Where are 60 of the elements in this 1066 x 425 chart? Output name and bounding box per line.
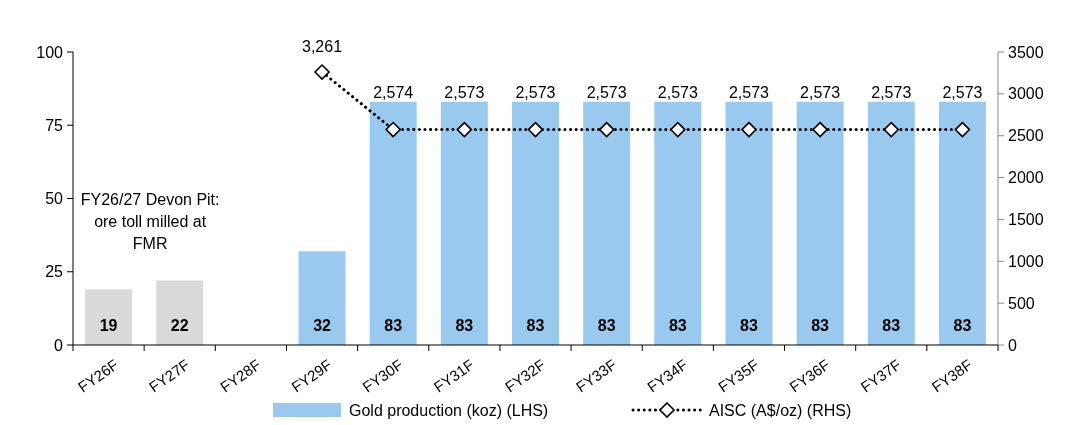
legend-label: Gold production (koz) (LHS) bbox=[349, 401, 549, 419]
bar bbox=[654, 101, 702, 345]
bar bbox=[725, 101, 773, 345]
y-tick-label: 25 bbox=[45, 263, 64, 281]
data-label: 2,573 bbox=[657, 84, 698, 101]
bar bbox=[512, 101, 559, 345]
annotation: FY26/27 Devon Pit: ore toll milled at FMR bbox=[80, 190, 220, 252]
bar bbox=[85, 289, 133, 345]
data-label: 83 bbox=[455, 317, 474, 334]
y2-tick-label: 3000 bbox=[1008, 85, 1044, 103]
data-label: 83 bbox=[811, 317, 830, 334]
data-label: 19 bbox=[99, 317, 118, 334]
bar bbox=[867, 101, 915, 345]
data-label: 83 bbox=[882, 317, 901, 334]
bar bbox=[156, 280, 204, 345]
bar bbox=[938, 101, 986, 345]
point bbox=[741, 121, 757, 138]
data-label: 83 bbox=[526, 317, 545, 334]
point bbox=[598, 121, 615, 138]
legend-label: AISC (A$/oz) (RHS) bbox=[709, 401, 852, 419]
y2-tick-label: 0 bbox=[1008, 336, 1017, 354]
data-label: 2,573 bbox=[800, 84, 841, 101]
data-label: 83 bbox=[740, 317, 758, 334]
point bbox=[812, 121, 828, 138]
data-label: 83 bbox=[384, 317, 403, 334]
y-tick-label: 0 bbox=[54, 336, 64, 354]
y2-tick-label: 2500 bbox=[1008, 127, 1044, 145]
data-label: 22 bbox=[170, 317, 189, 334]
bar bbox=[583, 101, 631, 345]
point bbox=[670, 121, 686, 138]
data-label: 3,261 bbox=[302, 38, 343, 56]
y-tick-label: 75 bbox=[45, 116, 64, 134]
data-label: 83 bbox=[668, 317, 687, 334]
point bbox=[883, 121, 900, 138]
bar bbox=[369, 101, 417, 345]
data-label: 2,573 bbox=[444, 84, 485, 101]
point bbox=[456, 121, 473, 138]
data-label: 2,573 bbox=[515, 84, 556, 101]
y2-tick-label: 1000 bbox=[1008, 252, 1044, 270]
data-label: 2,574 bbox=[373, 84, 414, 101]
point bbox=[314, 64, 330, 80]
data-label: 2,573 bbox=[871, 84, 912, 101]
bar bbox=[298, 251, 346, 345]
bar bbox=[440, 101, 488, 345]
y2-tick-label: 2000 bbox=[1008, 169, 1044, 187]
data-label: 2,573 bbox=[728, 84, 770, 101]
y-tick-label: 100 bbox=[36, 43, 64, 61]
y2-tick-label: 1500 bbox=[1008, 211, 1044, 229]
point bbox=[527, 121, 544, 138]
y2-tick-label: 500 bbox=[1008, 294, 1035, 312]
y-tick-label: 50 bbox=[45, 190, 64, 208]
point bbox=[954, 121, 971, 138]
bar bbox=[796, 101, 844, 345]
data-label: 83 bbox=[597, 317, 616, 334]
point bbox=[385, 121, 401, 138]
data-label: 2,573 bbox=[586, 84, 627, 101]
data-label: 32 bbox=[313, 317, 332, 334]
data-label: 2,573 bbox=[942, 84, 983, 101]
data-label: 83 bbox=[953, 317, 972, 334]
y2-tick-label: 3500 bbox=[1008, 43, 1044, 61]
